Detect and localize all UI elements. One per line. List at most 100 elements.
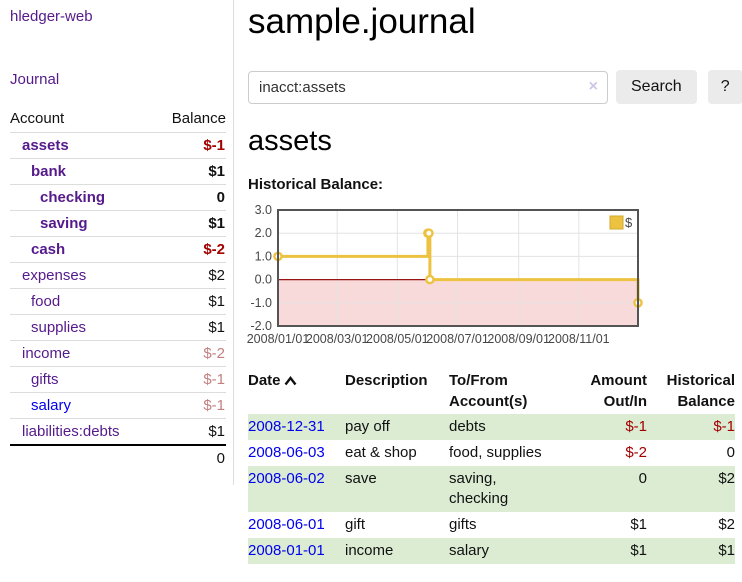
brand-link[interactable]: hledger-web	[10, 8, 93, 25]
transaction-amount: $1	[630, 542, 647, 559]
account-balance: $1	[154, 314, 226, 341]
svg-text:2008/07/01: 2008/07/01	[426, 332, 489, 346]
transaction-description: pay off	[345, 418, 390, 435]
transaction-balance: 0	[726, 444, 735, 461]
svg-text:0.0: 0.0	[255, 273, 272, 287]
transaction-amount: 0	[638, 470, 647, 487]
account-balance: $-2	[154, 340, 226, 367]
account-balance: $-2	[154, 236, 226, 263]
account-balance: $2	[154, 262, 226, 289]
account-row: assets $-1	[10, 132, 226, 159]
account-balance: $-1	[154, 132, 226, 159]
account-link[interactable]: assets	[22, 137, 69, 154]
transaction-row: 2008-01-01 income salary $1 $1	[248, 538, 735, 564]
transaction-description: eat & shop	[345, 444, 417, 461]
brand: hledger-web	[10, 8, 226, 25]
account-row: salary $-1	[10, 392, 226, 419]
account-link[interactable]: bank	[31, 163, 67, 180]
account-balance: $1	[154, 288, 226, 315]
svg-text:$: $	[625, 215, 633, 230]
account-total-value: 0	[10, 444, 226, 471]
search-box: ×	[248, 70, 608, 104]
col-header-description: Description	[345, 372, 428, 389]
transaction-accounts: debts	[449, 418, 486, 435]
account-rows: assets $-1 bank $1 checking 0 saving $1 cash $-2 e…	[10, 132, 226, 445]
account-link[interactable]: checking	[40, 189, 106, 206]
account-balance: 0	[154, 184, 226, 211]
transaction-date-link[interactable]: 2008-06-01	[248, 516, 325, 533]
transaction-accounts: saving, checking	[449, 470, 509, 507]
svg-text:3.0: 3.0	[255, 203, 272, 217]
transaction-balance: $1	[718, 542, 735, 559]
transaction-date-link[interactable]: 2008-01-01	[248, 542, 325, 559]
account-link[interactable]: liabilities:debts	[22, 423, 120, 440]
transaction-accounts: gifts	[449, 516, 477, 533]
help-button[interactable]: ?	[707, 70, 742, 104]
account-link[interactable]: saving	[40, 215, 88, 232]
account-row: cash $-2	[10, 236, 226, 263]
account-row: supplies $1	[10, 314, 226, 341]
date-header-label: Date	[248, 372, 281, 389]
account-link[interactable]: gifts	[31, 371, 59, 388]
account-link[interactable]: supplies	[31, 319, 87, 336]
svg-text:2008/03/01: 2008/03/01	[306, 332, 369, 346]
transaction-row: 2008-06-01 gift gifts $1 $2	[248, 512, 735, 538]
page-title: sample.journal	[248, 2, 476, 41]
clear-search-icon[interactable]: ×	[588, 77, 598, 95]
account-table-header: Account Balance	[10, 108, 226, 133]
account-total-row: 0	[10, 444, 226, 471]
account-row: food $1	[10, 288, 226, 315]
account-page-title: assets	[248, 125, 332, 157]
account-link[interactable]: income	[22, 345, 71, 362]
account-balance: $-1	[154, 392, 226, 419]
col-header-amount: Amount Out/In	[590, 372, 647, 410]
sidebar: hledger-web Journal Account Balance asse…	[0, 0, 234, 485]
transaction-row: 2008-06-02 save saving, checking 0 $2	[248, 466, 735, 512]
journal-link[interactable]: Journal	[10, 71, 60, 88]
account-link[interactable]: expenses	[22, 267, 87, 284]
account-row: gifts $-1	[10, 366, 226, 393]
account-balance: $1	[154, 158, 226, 185]
balance-chart: 3.0 2.0 1.0 0.0 -1.0 -2.02008/01/012008/03/01…	[247, 203, 643, 346]
transaction-date-link[interactable]: 2008-06-03	[248, 444, 325, 461]
transaction-description: save	[345, 470, 377, 487]
svg-text:2.0: 2.0	[255, 226, 272, 240]
transaction-amount: $-1	[625, 418, 647, 435]
account-link[interactable]: cash	[31, 241, 66, 258]
transaction-amount: $-2	[625, 444, 647, 461]
transaction-accounts: food, supplies	[449, 444, 542, 461]
transaction-date-link[interactable]: 2008-06-02	[248, 470, 325, 487]
register-table: Date Description To/From Account(s) Amou…	[248, 368, 735, 564]
svg-text:-2.0: -2.0	[250, 319, 272, 333]
account-row: saving $1	[10, 210, 226, 237]
transaction-row: 2008-12-31 pay off debts $-1 $-1	[248, 414, 735, 440]
account-column-header: Account	[10, 110, 65, 127]
svg-text:2008/01/01: 2008/01/01	[247, 332, 310, 346]
account-row: expenses $2	[10, 262, 226, 289]
transaction-balance: $2	[718, 470, 735, 487]
col-header-date[interactable]: Date	[248, 368, 345, 414]
account-link[interactable]: food	[31, 293, 61, 310]
search-input[interactable]	[248, 70, 608, 104]
balance-column-header: Balance	[171, 110, 226, 127]
account-link[interactable]: salary	[31, 397, 72, 414]
transaction-date-link[interactable]: 2008-12-31	[248, 418, 325, 435]
transaction-accounts: salary	[449, 542, 490, 559]
account-balance: $1	[154, 418, 226, 445]
svg-text:2008/05/01: 2008/05/01	[366, 332, 429, 346]
transaction-description: income	[345, 542, 394, 559]
register-rows: 2008-12-31 pay off debts $-1 $-1 2008-06-03 ea…	[248, 414, 735, 564]
account-balance: $-1	[154, 366, 226, 393]
account-balance-table: Account Balance assets $-1 bank $1 checking 0…	[10, 108, 226, 471]
svg-text:2008/11/01: 2008/11/01	[548, 332, 610, 346]
col-header-accounts: To/From Account(s)	[449, 372, 528, 410]
svg-text:-1.0: -1.0	[250, 296, 272, 310]
transaction-row: 2008-06-03 eat & shop food, supplies $-2 0	[248, 440, 735, 466]
account-balance: $1	[154, 210, 226, 237]
svg-text:1.0: 1.0	[255, 249, 272, 263]
search-button[interactable]: Search	[616, 70, 697, 104]
transaction-balance: $-1	[713, 418, 735, 435]
account-row: bank $1	[10, 158, 226, 185]
account-row: income $-2	[10, 340, 226, 367]
